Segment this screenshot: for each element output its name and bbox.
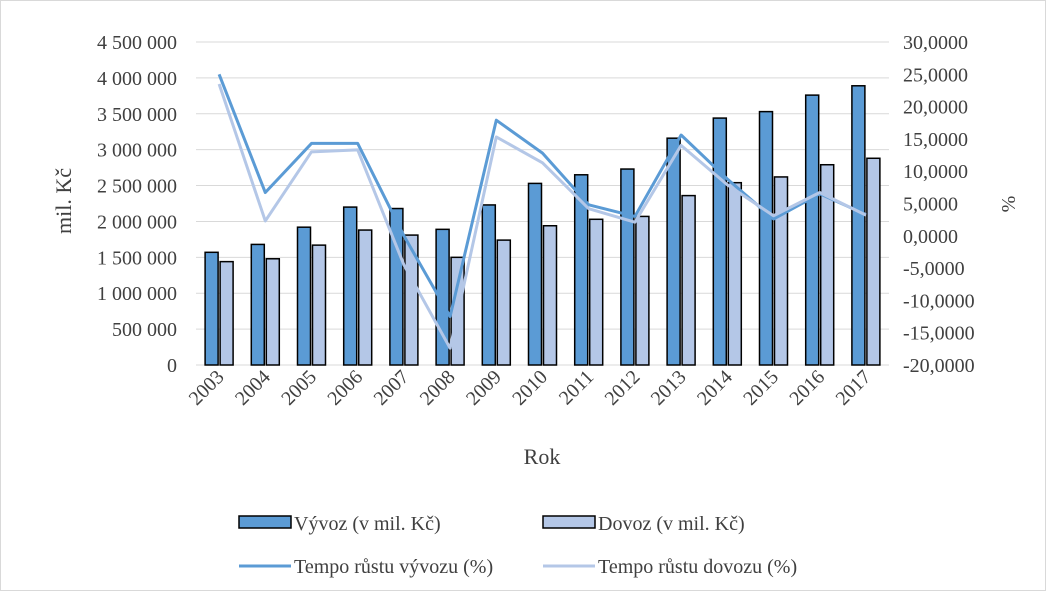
x-tick-label: 2015 (739, 366, 783, 410)
y2-tick-label: 0,0000 (903, 226, 958, 248)
y2-axis-ticks: -20,0000 -15,0000 -10,0000 -5,0000 0,0000 5,0… (903, 32, 975, 377)
bar-vyvoz (344, 207, 357, 365)
bar-dovoz (544, 226, 557, 365)
bar-vyvoz (713, 118, 726, 365)
y-tick-label: 3 000 000 (97, 140, 177, 162)
x-tick-label: 2011 (555, 366, 598, 409)
y2-tick-label: 10,0000 (903, 161, 968, 183)
y-tick-label: 1 000 000 (97, 283, 177, 305)
bar-dovoz (266, 259, 279, 365)
y-tick-label: 3 500 000 (97, 104, 177, 126)
bar-vyvoz (298, 227, 311, 365)
bar-vyvoz (621, 169, 634, 365)
y2-axis-label: % (998, 196, 1020, 213)
legend-label: Tempo růstu vývozu (%) (294, 556, 493, 578)
y-tick-label: 0 (167, 355, 177, 377)
y2-tick-label: -10,0000 (903, 290, 975, 312)
x-tick-label: 2014 (693, 366, 737, 410)
y2-tick-label: 30,0000 (903, 32, 968, 54)
y-tick-label: 4 500 000 (97, 32, 177, 54)
x-tick-label: 2016 (785, 366, 829, 410)
y-tick-label: 1 500 000 (97, 247, 177, 269)
x-tick-label: 2017 (832, 366, 876, 410)
y2-tick-label: 15,0000 (903, 129, 968, 151)
bars (205, 86, 880, 365)
legend: Vývoz (v mil. Kč) Dovoz (v mil. Kč) Tempo … (239, 513, 797, 578)
y2-tick-label: 25,0000 (903, 64, 968, 86)
bar-dovoz (775, 177, 788, 365)
x-axis-label: Rok (524, 444, 561, 469)
x-tick-label: 2010 (508, 366, 552, 410)
legend-swatch (239, 516, 291, 528)
x-axis-ticks: 2003 2004 2005 2006 2007 2008 2009 2010 2011 2012… (185, 366, 876, 410)
bar-dovoz (682, 196, 695, 365)
x-tick-label: 2005 (277, 366, 321, 410)
bar-dovoz (497, 240, 510, 365)
y-axis-ticks: 0 500 000 1 000 000 1 500 000 2 000 000 2 500… (97, 32, 177, 377)
y-tick-label: 500 000 (112, 319, 177, 341)
bar-vyvoz (667, 138, 680, 365)
bar-dovoz (220, 262, 233, 365)
bar-dovoz (359, 230, 372, 365)
bar-vyvoz (205, 252, 218, 365)
y2-tick-label: -5,0000 (903, 258, 965, 280)
y-tick-label: 2 500 000 (97, 176, 177, 198)
y-tick-label: 4 000 000 (97, 68, 177, 90)
x-tick-label: 2012 (601, 366, 645, 410)
bar-vyvoz (806, 95, 819, 365)
x-tick-label: 2009 (462, 366, 506, 410)
x-tick-label: 2008 (416, 366, 460, 410)
x-tick-label: 2013 (647, 366, 691, 410)
legend-label: Tempo růstu dovozu (%) (598, 556, 797, 578)
bar-vyvoz (529, 183, 542, 365)
y2-tick-label: -20,0000 (903, 355, 975, 377)
bar-vyvoz (482, 205, 495, 365)
bar-dovoz (313, 245, 326, 365)
bar-dovoz (867, 158, 880, 365)
y-tick-label: 2 000 000 (97, 211, 177, 233)
y2-tick-label: 20,0000 (903, 97, 968, 119)
bar-vyvoz (251, 244, 264, 365)
bar-dovoz (590, 219, 603, 365)
bar-vyvoz (852, 86, 865, 365)
x-tick-label: 2004 (231, 366, 275, 410)
bar-vyvoz (760, 112, 773, 365)
x-tick-label: 2006 (323, 366, 367, 410)
x-tick-label: 2007 (370, 366, 414, 410)
legend-label: Dovoz (v mil. Kč) (598, 513, 745, 535)
bar-dovoz (636, 216, 649, 365)
y2-tick-label: -15,0000 (903, 323, 975, 345)
y2-tick-label: 5,0000 (903, 194, 958, 216)
y-axis-label: mil. Kč (51, 168, 76, 234)
legend-label: Vývoz (v mil. Kč) (294, 513, 441, 535)
bar-dovoz (728, 183, 741, 365)
legend-swatch (543, 516, 595, 528)
x-tick-label: 2003 (185, 366, 229, 410)
